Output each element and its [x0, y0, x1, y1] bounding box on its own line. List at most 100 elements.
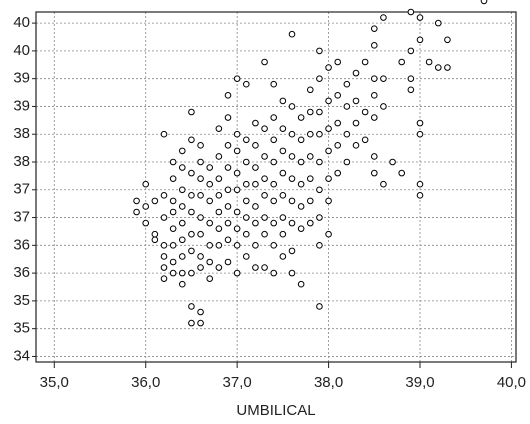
point	[306, 130, 314, 138]
point	[224, 164, 232, 171]
point	[160, 253, 168, 260]
point	[407, 47, 415, 55]
x-axis-label: UMBILICAL	[236, 402, 315, 419]
point	[297, 280, 305, 288]
point	[206, 219, 214, 227]
point	[297, 158, 305, 166]
point	[316, 186, 323, 194]
point	[160, 264, 168, 271]
x-tick-label: 36,0	[131, 374, 160, 391]
y-tick-label: 36	[13, 236, 30, 253]
x-tick-label: 35,0	[40, 374, 69, 391]
point	[261, 264, 268, 271]
point	[380, 103, 387, 110]
point	[380, 75, 387, 82]
point	[297, 136, 305, 144]
point	[178, 269, 186, 277]
point	[288, 219, 296, 227]
point	[197, 192, 204, 199]
point	[361, 58, 369, 66]
point	[169, 225, 177, 232]
point	[252, 119, 259, 127]
point	[434, 64, 442, 71]
point	[160, 130, 168, 138]
point	[160, 242, 168, 249]
point	[370, 153, 378, 160]
point	[233, 186, 241, 194]
plot-frame	[35, 11, 517, 363]
point	[188, 269, 195, 277]
point	[306, 219, 314, 227]
point	[178, 203, 186, 210]
point	[316, 75, 323, 82]
point	[169, 242, 177, 249]
point	[316, 130, 323, 138]
point	[325, 97, 332, 105]
point	[215, 175, 223, 182]
point	[160, 192, 168, 199]
point	[242, 253, 250, 260]
point	[444, 64, 451, 71]
point	[242, 180, 250, 188]
point	[178, 236, 186, 244]
point	[316, 242, 323, 249]
point	[352, 142, 360, 149]
point	[288, 197, 296, 205]
point	[233, 75, 241, 82]
point	[206, 275, 214, 282]
y-tick-label: 38	[13, 153, 30, 170]
point	[215, 192, 223, 199]
point	[316, 108, 323, 116]
point	[261, 175, 268, 182]
point	[224, 114, 232, 121]
x-tick-label: 37,0	[223, 374, 252, 391]
point	[169, 208, 177, 216]
point	[242, 158, 250, 166]
point	[224, 186, 232, 194]
point	[242, 136, 250, 144]
point	[224, 92, 232, 99]
point	[316, 158, 323, 166]
point	[434, 19, 442, 27]
point	[151, 197, 159, 205]
point	[242, 197, 250, 205]
point	[233, 208, 241, 216]
point	[169, 197, 177, 205]
point	[188, 192, 195, 199]
point	[416, 192, 424, 199]
point	[215, 242, 223, 249]
y-tick-label: 36	[13, 264, 30, 281]
point	[215, 125, 223, 132]
point	[370, 169, 378, 177]
point	[252, 164, 259, 171]
point	[334, 119, 342, 127]
point	[316, 47, 323, 55]
point	[444, 36, 451, 44]
x-tick-label: 40,0	[497, 374, 526, 391]
y-tick-label: 40	[13, 14, 30, 31]
y-tick-label: 38	[13, 125, 30, 142]
point	[197, 214, 204, 221]
point	[316, 214, 323, 221]
point	[416, 180, 424, 188]
point	[224, 203, 232, 210]
point	[252, 242, 259, 249]
point	[252, 203, 259, 210]
point	[343, 80, 351, 88]
point	[334, 169, 342, 177]
point	[398, 169, 406, 177]
point	[224, 142, 232, 149]
point	[160, 214, 168, 221]
point	[188, 108, 195, 116]
point	[352, 119, 360, 127]
point	[252, 180, 259, 188]
point	[197, 308, 204, 316]
point	[334, 142, 342, 149]
point	[252, 142, 259, 149]
point	[325, 175, 332, 182]
point	[343, 130, 351, 138]
point	[242, 214, 250, 221]
point	[151, 230, 159, 238]
point	[325, 230, 332, 238]
point	[261, 214, 268, 221]
